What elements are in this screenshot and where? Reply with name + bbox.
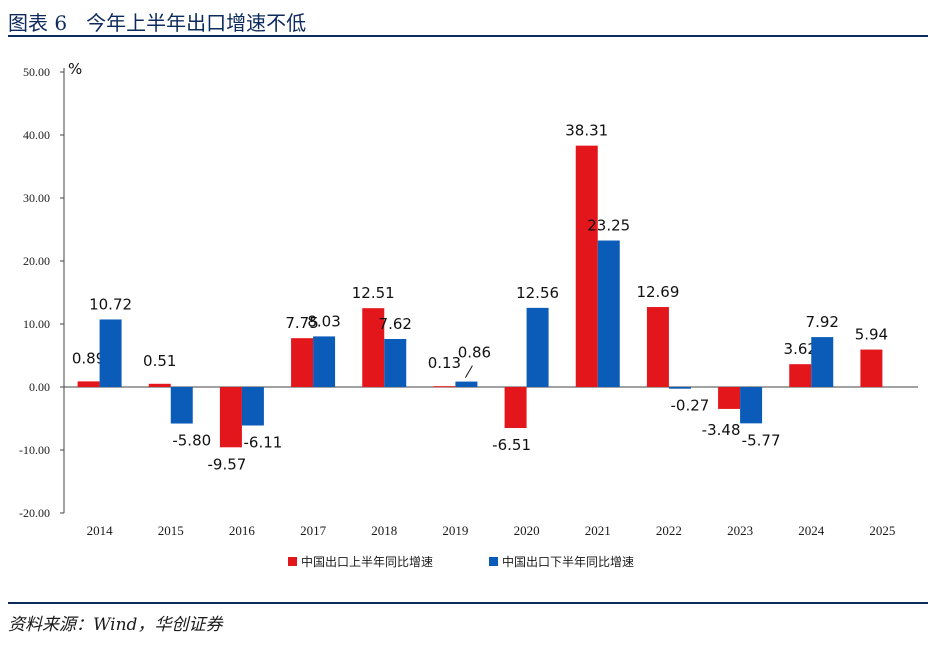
legend-label-second-half: 中国出口下半年同比增速	[502, 554, 634, 569]
x-tick-label: 2017	[300, 523, 327, 538]
bar-first-half	[433, 386, 456, 388]
data-label: 12.56	[516, 284, 559, 302]
data-label: 7.75	[285, 314, 318, 332]
bar-first-half	[575, 145, 598, 387]
bar-second-half	[811, 337, 834, 387]
top-divider	[8, 35, 928, 37]
data-label: -0.27	[671, 397, 710, 415]
data-label: 38.31	[565, 122, 608, 140]
data-label: -6.11	[244, 433, 283, 451]
data-label: -5.77	[742, 431, 781, 449]
x-tick-label: 2020	[514, 523, 540, 538]
bar-first-half	[860, 349, 883, 387]
bar-second-half	[597, 240, 620, 387]
bar-second-half	[740, 387, 763, 424]
bar-chart: 50.00 40.00 30.00 20.00 10.00 0.00 -10.00 -20.0…	[19, 60, 918, 569]
bottom-divider	[8, 602, 928, 604]
bar-first-half	[291, 338, 314, 387]
y-unit-label: %	[68, 60, 82, 78]
y-tick-label: -20.00	[19, 506, 50, 520]
bar-second-half	[455, 381, 478, 387]
y-tick-label: 10.00	[23, 317, 50, 331]
bar-first-half	[504, 387, 527, 429]
bar-second-half	[313, 336, 336, 387]
label-leader-line	[464, 365, 473, 378]
bar-first-half	[148, 383, 171, 387]
data-label: 12.69	[636, 283, 679, 301]
y-tick-label: 40.00	[23, 128, 50, 142]
x-tick-label: 2025	[869, 523, 895, 538]
bar-first-half	[646, 307, 669, 387]
bar-first-half	[77, 381, 100, 387]
legend-swatch-first-half	[288, 557, 297, 566]
data-label: 7.92	[806, 313, 839, 331]
figure-header: 图表 6 今年上半年出口增速不低	[8, 4, 928, 35]
x-tick-label: 2014	[87, 523, 114, 538]
figure-title: 图表 6 今年上半年出口增速不低	[8, 11, 307, 35]
data-label: -5.80	[172, 432, 211, 450]
data-label: 0.13	[428, 354, 461, 372]
bar-second-half	[526, 307, 549, 387]
y-tick-label: 30.00	[23, 191, 50, 205]
x-tick-label: 2015	[158, 523, 184, 538]
data-label: 7.62	[379, 315, 412, 333]
bar-first-half	[362, 308, 385, 387]
data-label: 0.86	[458, 344, 491, 362]
data-label: -9.57	[208, 455, 247, 473]
data-label: 3.62	[784, 340, 817, 358]
data-label: -6.51	[492, 436, 531, 454]
data-label: 12.51	[352, 284, 395, 302]
data-label: -3.48	[702, 421, 741, 439]
x-tick-label: 2023	[727, 523, 753, 538]
bar-second-half	[170, 387, 193, 424]
data-label: 10.72	[89, 295, 132, 313]
x-tick-label: 2024	[798, 523, 825, 538]
data-label: 23.25	[587, 217, 630, 235]
y-tick-label: 20.00	[23, 254, 50, 268]
source-note: 资料来源：Wind，华创证券	[8, 615, 223, 635]
legend-label-first-half: 中国出口上半年同比增速	[301, 554, 433, 569]
legend-swatch-second-half	[489, 557, 498, 566]
bar-first-half	[789, 364, 812, 387]
y-tick-label: -10.00	[19, 443, 50, 457]
x-tick-label: 2018	[371, 523, 397, 538]
bar-first-half	[718, 387, 741, 409]
x-tick-label: 2016	[229, 523, 256, 538]
data-label: 0.89	[72, 349, 105, 367]
x-tick-label: 2021	[585, 523, 611, 538]
bar-second-half	[668, 387, 691, 389]
data-label: 5.94	[855, 326, 888, 344]
bar-first-half	[219, 387, 242, 448]
bar-second-half	[241, 387, 264, 426]
data-label: 8.03	[307, 312, 340, 330]
bar-second-half	[99, 319, 122, 387]
bar-second-half	[384, 338, 407, 387]
x-tick-label: 2019	[442, 523, 468, 538]
y-tick-label: 0.00	[29, 380, 50, 394]
x-tick-label: 2022	[656, 523, 682, 538]
data-label: 0.51	[143, 352, 176, 370]
y-tick-label: 50.00	[23, 65, 50, 79]
